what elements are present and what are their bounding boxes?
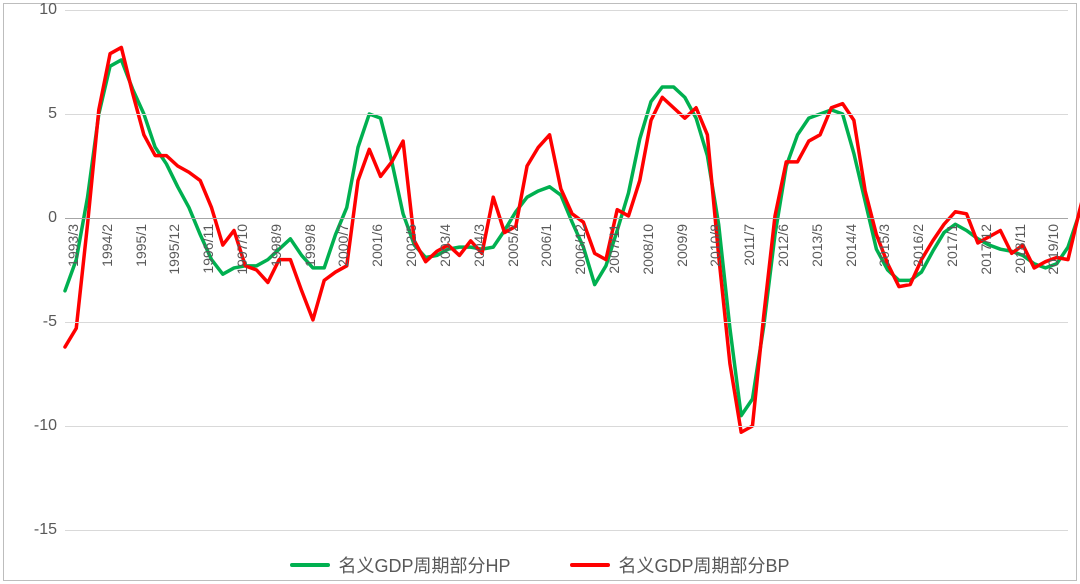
x-tick-label: 2008/10 [640,224,656,275]
legend: 名义GDP周期部分HP 名义GDP周期部分BP [0,552,1080,578]
x-tick-label: 2000/7 [335,224,351,267]
x-tick-label: 2016/2 [910,224,926,267]
x-tick-label: 2006/1 [538,224,554,267]
legend-swatch [570,563,610,567]
x-tick-label: 1996/11 [200,224,216,274]
x-tick-label: 1995/1 [133,224,149,267]
gdp-cycle-chart: 1993/3 1994/2 1995/1 1995/12 1996/11 1997/10 1… [0,0,1080,584]
x-tick-label: 2017/12 [978,224,994,275]
legend-swatch [290,563,330,567]
x-tick-label: 2012/6 [775,224,791,267]
x-tick-label: 2004/3 [471,224,487,267]
legend-label: 名义GDP周期部分HP [338,552,510,578]
x-tick-label: 2010/8 [707,224,723,267]
x-tick-label: 2019/10 [1045,224,1061,275]
y-tick-label: -10 [34,417,65,435]
x-tick-label: 2018/11 [1012,224,1028,274]
x-tick-label: 2006/12 [572,224,588,275]
x-tick-label: 1997/10 [234,224,250,275]
legend-item-hp: 名义GDP周期部分HP [290,552,510,578]
x-tick-label: 1994/2 [99,224,115,267]
gridline [65,218,1068,219]
x-tick-label: 2013/5 [809,224,825,267]
x-tick-label: 2003/4 [437,224,453,267]
gridline [65,10,1068,11]
y-tick-label: -15 [34,521,65,539]
y-tick-label: 10 [39,1,65,19]
x-tick-label: 2009/9 [674,224,690,267]
x-tick-label: 1995/12 [166,224,182,275]
gridline [65,322,1068,323]
legend-item-bp: 名义GDP周期部分BP [570,552,789,578]
y-tick-label: -5 [43,313,65,331]
x-tick-label: 2017/1 [944,224,960,267]
x-tick-label: 2001/6 [369,224,385,267]
x-tick-label: 2005/2 [505,224,521,267]
x-tick-label: 2002/5 [403,224,419,267]
gridline [65,530,1068,531]
y-tick-label: 0 [48,209,65,227]
x-tick-label: 1993/3 [65,224,81,267]
legend-label: 名义GDP周期部分BP [618,552,789,578]
x-tick-label: 2011/7 [741,224,757,266]
plot-area: 1993/3 1994/2 1995/1 1995/12 1996/11 1997/10 1… [65,10,1068,530]
x-tick-label: 2015/3 [876,224,892,267]
gridline [65,114,1068,115]
gridline [65,426,1068,427]
x-tick-label: 1999/8 [302,224,318,267]
x-tick-label: 2007/11 [606,224,622,274]
x-tick-label: 1998/9 [268,224,284,267]
y-tick-label: 5 [48,105,65,123]
x-tick-label: 2014/4 [843,224,859,267]
